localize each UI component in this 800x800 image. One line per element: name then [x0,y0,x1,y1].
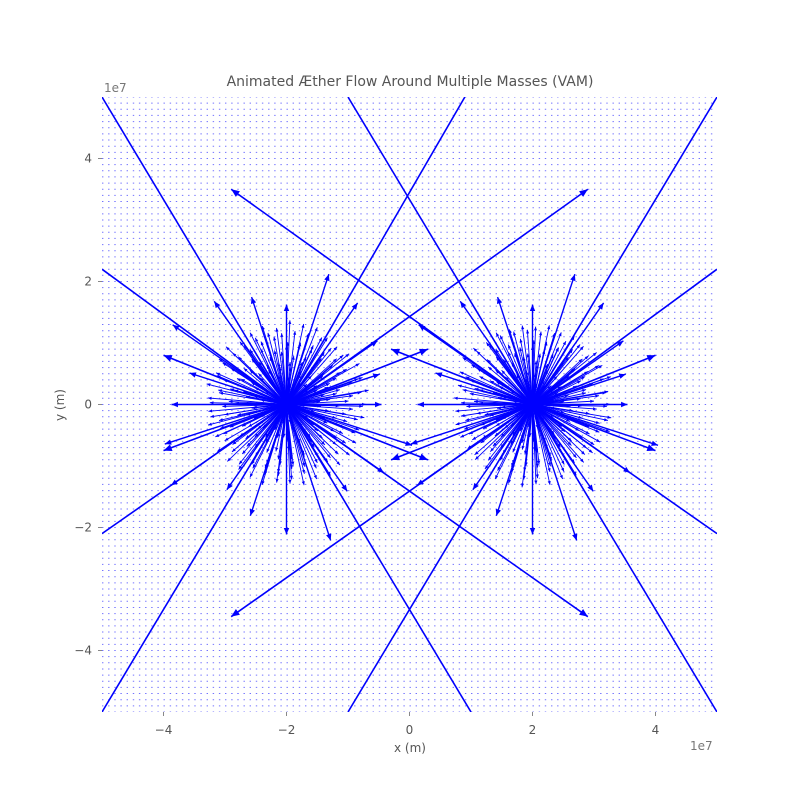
y-axis-label: y (m) [53,389,67,421]
x-tick-label: 0 [406,723,414,737]
x-tick-label: 4 [652,723,660,737]
y-tick-label: 0 [84,398,92,412]
x-axis-ticks: −4 −2 0 2 4 [155,712,660,737]
y-tick-label: 2 [84,275,92,289]
x-tick-label: 2 [529,723,537,737]
long-flow-arrows [102,97,717,712]
x-axis-label: x (m) [394,741,426,755]
y-axis-offset-label: 1e7 [104,81,127,95]
mass-flow-2 [410,273,659,541]
plot-area [102,97,717,712]
chart-title: Animated Æther Flow Around Multiple Mass… [227,74,594,90]
y-tick-label: −2 [74,521,92,535]
y-axis-ticks: −4 −2 0 2 4 [74,152,102,658]
x-axis-offset-label: 1e7 [690,739,713,753]
y-tick-label: 4 [84,152,92,166]
y-tick-label: −4 [74,644,92,658]
x-tick-label: −2 [278,723,296,737]
x-tick-label: −4 [155,723,173,737]
vector-field-arrows [102,97,717,712]
